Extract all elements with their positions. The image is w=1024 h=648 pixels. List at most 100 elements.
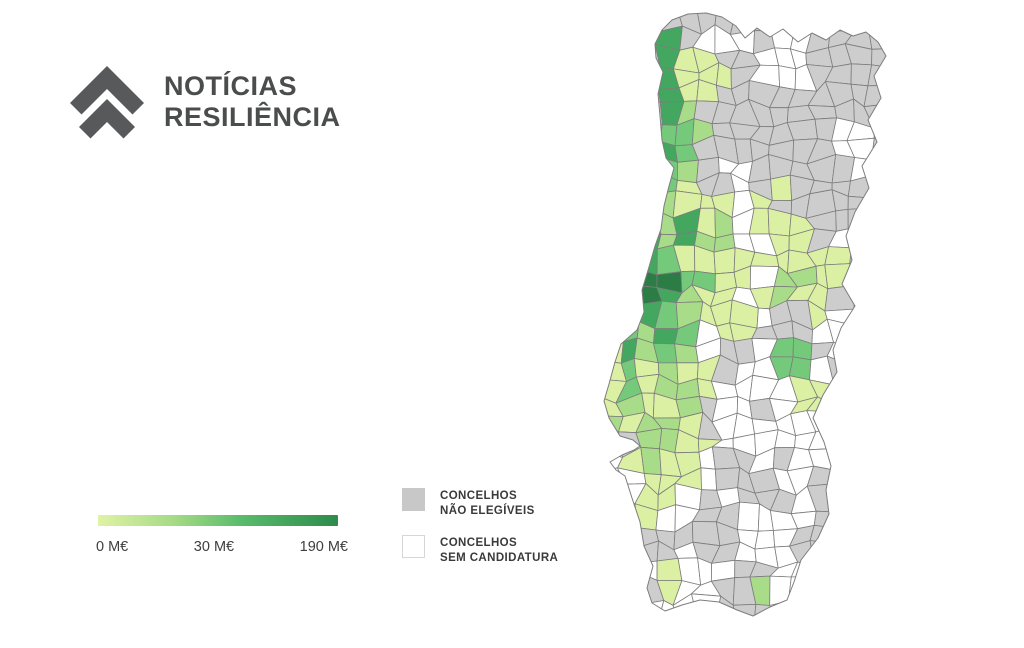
municipality-cell [615,250,640,270]
municipality-cell [827,560,848,584]
municipality-cell [847,344,872,366]
white-swatch [402,535,425,558]
municipality-cell [849,13,870,30]
municipality-cell [813,560,831,584]
noticias-resiliencia-logo: NOTÍCIAS RESILIÊNCIA [68,64,341,140]
category-legend: CONCELHOS NÃO ELEGÍVEIS CONCELHOS SEM CA… [402,488,558,565]
municipality-cell [604,599,623,616]
municipality-cell [604,152,624,181]
municipality-cell [634,122,663,147]
municipality-cell [864,470,886,491]
municipality-cell [849,501,876,529]
municipality-cell [868,13,886,31]
legend-item-not-eligible: CONCELHOS NÃO ELEGÍVEIS [402,488,558,518]
municipality-cell [835,208,849,232]
municipality-cell [636,600,665,616]
municipality-cell [619,101,644,125]
municipality-cell [700,467,718,491]
municipality-cell [692,521,721,547]
municipality-cell [639,13,661,32]
municipality-cell [615,263,639,290]
municipality-cell [604,562,620,586]
municipality-cell [624,67,644,92]
municipality-cell [869,158,886,178]
municipality-cell [845,379,874,402]
municipality-cell [853,490,876,513]
logo-text-line2: RESILIÊNCIA [164,102,341,132]
municipality-cell [604,501,627,530]
municipality-cell [829,448,846,471]
municipality-cell [865,268,886,288]
municipality-cell [640,446,662,476]
municipality-cell [618,25,644,54]
municipality-cell [792,13,814,26]
municipality-cell [604,287,628,307]
municipality-cell [864,342,886,366]
municipality-cell [826,428,853,459]
municipality-cell [851,414,876,437]
municipality-cell [849,522,873,546]
municipality-cell [829,13,857,33]
municipality-cell [869,562,886,582]
municipality-cell [828,400,854,419]
municipality-cell [604,13,622,31]
municipality-cell [816,575,836,606]
municipality-cell [640,66,661,91]
legend-item-label: CONCELHOS NÃO ELEGÍVEIS [440,490,535,517]
municipality-cell [850,157,872,182]
municipality-cell [770,174,793,202]
municipality-cell [811,13,832,33]
municipality-cell [604,66,627,92]
municipality-cell [691,593,722,616]
municipality-cell [636,191,662,219]
logo-text-line1: NOTÍCIAS [164,71,298,101]
municipality-cell [869,175,886,199]
municipality-cell [865,522,886,545]
municipality-cell [615,191,641,219]
municipality-cell [604,304,621,325]
municipality-cell [604,580,623,605]
municipality-cell [864,250,886,273]
municipality-cell [870,360,886,381]
municipality-cell [843,564,874,579]
municipality-cell [604,231,626,257]
municipality-cell [616,135,636,163]
municipality-cell [865,281,886,308]
municipality-cell [832,468,855,492]
municipality-cell [604,121,627,141]
municipality-cell [830,542,857,565]
municipality-cell [868,599,886,616]
municipality-cell [830,526,857,546]
municipality-cell [737,501,760,532]
municipality-cell [871,378,886,399]
municipality-cell [614,562,646,586]
municipality-cell [831,483,855,513]
scale-mid-label: 30 M€ [193,539,235,555]
municipality-cell [826,411,854,437]
municipality-cell [618,152,643,181]
municipality-cell [714,467,741,491]
municipality-cell [870,489,886,513]
legend-item-no-application: CONCELHOS SEM CANDIDATURA [402,535,558,565]
municipality-cell [828,379,854,404]
country-outline [603,12,887,617]
municipality-cell [824,246,852,266]
municipality-cell [604,250,618,270]
municipality-cell [778,65,797,90]
municipality-cell [844,447,866,477]
municipality-cell [618,541,645,568]
municipality-cell [811,596,836,616]
municipality-cell [871,48,886,68]
municipality-cell [615,209,639,235]
scale-min-label: 0 M€ [96,539,129,555]
double-chevron-up-icon [70,66,144,139]
municipality-cell [863,85,886,108]
municipality-cell [674,343,699,364]
municipality-cell [830,599,851,616]
legend-item-label: CONCELHOS SEM CANDIDATURA [440,537,559,564]
municipality-cell [754,530,776,550]
municipality-cell [604,525,626,545]
municipality-cell [873,121,886,141]
municipality-cell [862,207,886,238]
